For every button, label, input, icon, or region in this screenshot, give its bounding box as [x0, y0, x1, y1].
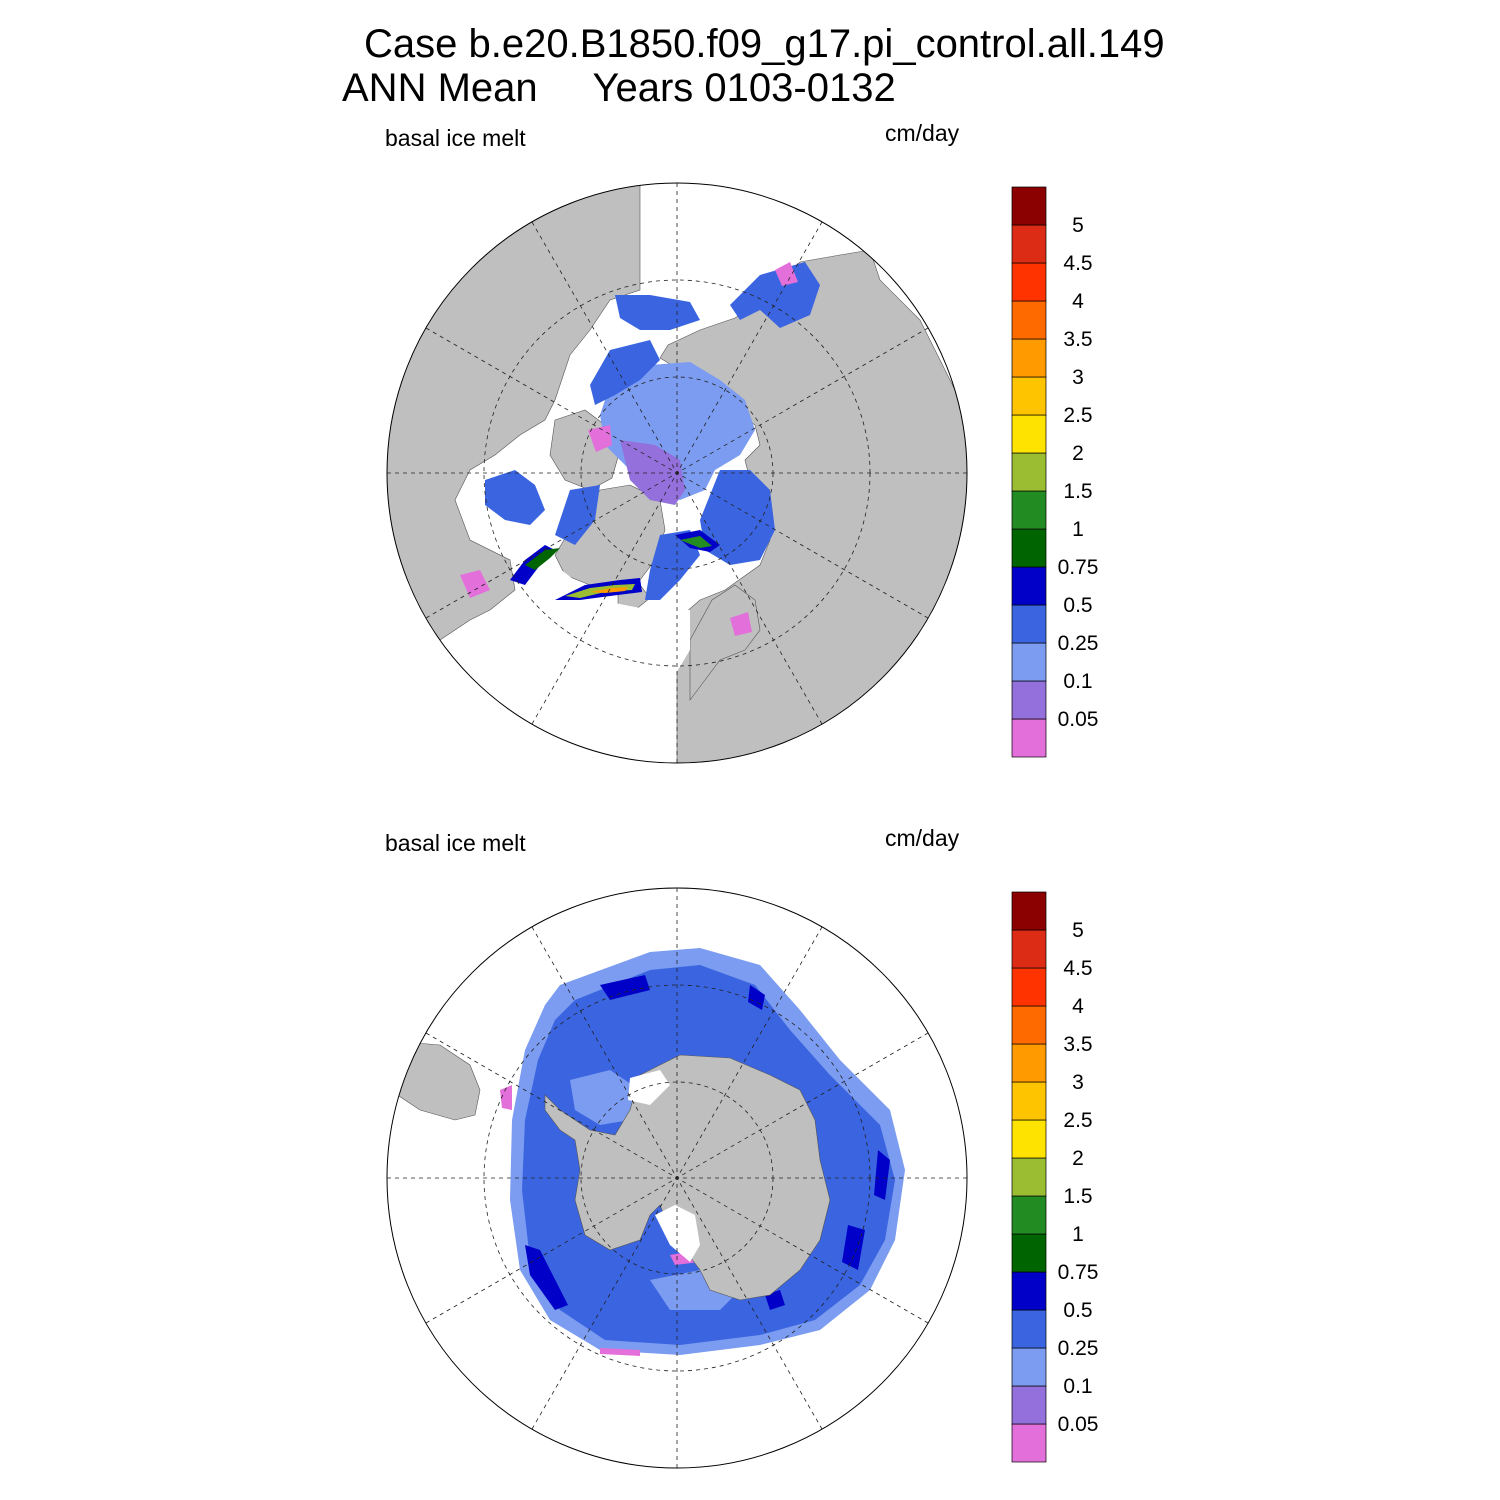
south-colorbar-tick-label: 3	[1072, 1071, 1084, 1094]
north-margin-patch-1	[588, 425, 612, 452]
south-colorbar-tick-label: 3.5	[1063, 1033, 1092, 1056]
south-colorbar-box-1	[1011, 1385, 1047, 1425]
south-colorbar-tick-label: 1.5	[1063, 1185, 1092, 1208]
south-colorbar-box-3	[1011, 1309, 1047, 1349]
north-colorbar-tick-label: 1.5	[1063, 480, 1092, 503]
north-colorbar-box-7	[1011, 452, 1047, 492]
north-colorbar-tick-label: 1	[1072, 518, 1084, 541]
south-weddell-ice-shelf	[628, 1070, 670, 1105]
north-colorbar-box-12	[1011, 262, 1047, 302]
north-colorbar-tick-label: 2	[1072, 442, 1084, 465]
north-colorbar-box-10	[1011, 338, 1047, 378]
north-units-label: cm/day	[885, 120, 960, 146]
south-ross-ice-shelf	[655, 1205, 700, 1262]
south-graticule	[387, 888, 967, 1468]
south-colorbar-tick-label: 0.05	[1058, 1413, 1099, 1436]
south-dark-patch-5	[525, 1245, 568, 1310]
north-colorbar-box-11	[1011, 300, 1047, 340]
north-colorbar-box-0	[1011, 718, 1047, 758]
north-colorbar-box-4	[1011, 566, 1047, 606]
north-fram-green	[680, 536, 712, 548]
south-colorbar-tick-label: 2.5	[1063, 1109, 1092, 1132]
north-beaufort-ice	[620, 440, 685, 505]
north-margin-patch-4	[775, 262, 798, 286]
north-margin-patch-3	[730, 612, 752, 636]
north-okhotsk-ice	[730, 262, 820, 328]
north-colorbar-box-3	[1011, 604, 1047, 644]
south-colorbar-box-8	[1011, 1119, 1047, 1159]
north-hudson-bay-ice	[485, 470, 545, 525]
north-margin-patch-2	[460, 570, 490, 598]
north-colorbar-tick-label: 2.5	[1063, 404, 1092, 427]
south-dark-patch-3	[874, 1150, 890, 1200]
south-colorbar-tick-label: 0.1	[1063, 1375, 1092, 1398]
north-chukchi-ice	[590, 340, 660, 405]
south-map-border	[386, 887, 968, 1469]
north-europe-land	[689, 584, 761, 701]
south-colorbar-box-9	[1011, 1081, 1047, 1121]
south-colorbar-tick-label: 0.5	[1063, 1299, 1092, 1322]
north-atlantic-open-water	[520, 565, 690, 763]
north-colorbar-tick-label: 4	[1072, 290, 1084, 313]
south-colorbar-box-2	[1011, 1347, 1047, 1387]
south-colorbar-tick-label: 4.5	[1063, 957, 1092, 980]
north-greenland-sea-ice	[645, 530, 700, 600]
south-colorbar-box-6	[1011, 1195, 1047, 1235]
north-map-border	[386, 182, 968, 764]
south-colorbar-tick-label: 0.75	[1058, 1261, 1099, 1284]
figure-title-period: ANN Mean Years 0103-0132	[342, 66, 896, 110]
north-colorbar-box-8	[1011, 414, 1047, 454]
south-colorbar-box-14	[1011, 891, 1047, 931]
south-colorbar-box-7	[1011, 1157, 1047, 1197]
south-polar-map	[386, 887, 968, 1469]
north-colorbar-tick-label: 0.5	[1063, 594, 1092, 617]
north-siberian-shelf-ice	[700, 470, 775, 565]
south-colorbar-box-4	[1011, 1271, 1047, 1311]
north-colorbar-box-13	[1011, 224, 1047, 264]
south-colorbar-box-13	[1011, 929, 1047, 969]
south-colorbar-tick-label: 2	[1072, 1147, 1084, 1170]
north-variable-label: basal ice melt	[385, 125, 526, 151]
south-fringe-1	[500, 1085, 512, 1110]
north-graticule	[387, 183, 967, 763]
north-baffin-ice	[555, 485, 600, 545]
north-colorbar-box-9	[1011, 376, 1047, 416]
south-dark-patch-1	[600, 975, 650, 1000]
north-colorbar-tick-label: 0.1	[1063, 670, 1092, 693]
south-units-label: cm/day	[885, 825, 960, 851]
south-colorbar-box-11	[1011, 1005, 1047, 1045]
south-dark-patch-4	[842, 1225, 865, 1270]
north-colorbar-tick-label: 4.5	[1063, 252, 1092, 275]
south-weddell-light	[570, 1070, 640, 1125]
north-colorbar-tick-label: 0.25	[1058, 632, 1099, 655]
north-colorbar: 0.05 0.1 0.25 0.5 0.75 1 1.5 2 2.5 3 3.5 4 4.5 5	[1011, 186, 1099, 758]
south-fringe-2	[600, 1348, 640, 1356]
north-colorbar-box-1	[1011, 680, 1047, 720]
south-colorbar-box-0	[1011, 1423, 1047, 1463]
south-colorbar-tick-label: 4	[1072, 995, 1084, 1018]
south-variable-label: basal ice melt	[385, 830, 526, 856]
north-colorbar-tick-label: 3.5	[1063, 328, 1092, 351]
south-colorbar-tick-label: 1	[1072, 1223, 1084, 1246]
north-colorbar-tick-label: 0.75	[1058, 556, 1099, 579]
north-colorbar-box-2	[1011, 642, 1047, 682]
south-colorbar-tick-label: 5	[1072, 919, 1084, 942]
north-bering-ice	[615, 295, 700, 330]
south-colorbar-box-10	[1011, 1043, 1047, 1083]
north-polar-map	[386, 182, 968, 764]
north-colorbar-box-5	[1011, 528, 1047, 568]
north-colorbar-box-6	[1011, 490, 1047, 530]
south-colorbar: 0.05 0.1 0.25 0.5 0.75 1 1.5 2 2.5 3 3.5 4 4.5 5	[1011, 891, 1099, 1463]
south-colorbar-box-5	[1011, 1233, 1047, 1273]
south-colorbar-box-12	[1011, 967, 1047, 1007]
north-labrador-green	[525, 548, 560, 570]
north-colorbar-box-14	[1011, 186, 1047, 226]
north-colorbar-tick-label: 5	[1072, 214, 1084, 237]
figure-title-case: Case b.e20.B1850.f09_g17.pi_control.all.…	[364, 22, 1165, 66]
south-colorbar-tick-label: 0.25	[1058, 1337, 1099, 1360]
north-colorbar-tick-label: 3	[1072, 366, 1084, 389]
north-colorbar-tick-label: 0.05	[1058, 708, 1099, 731]
